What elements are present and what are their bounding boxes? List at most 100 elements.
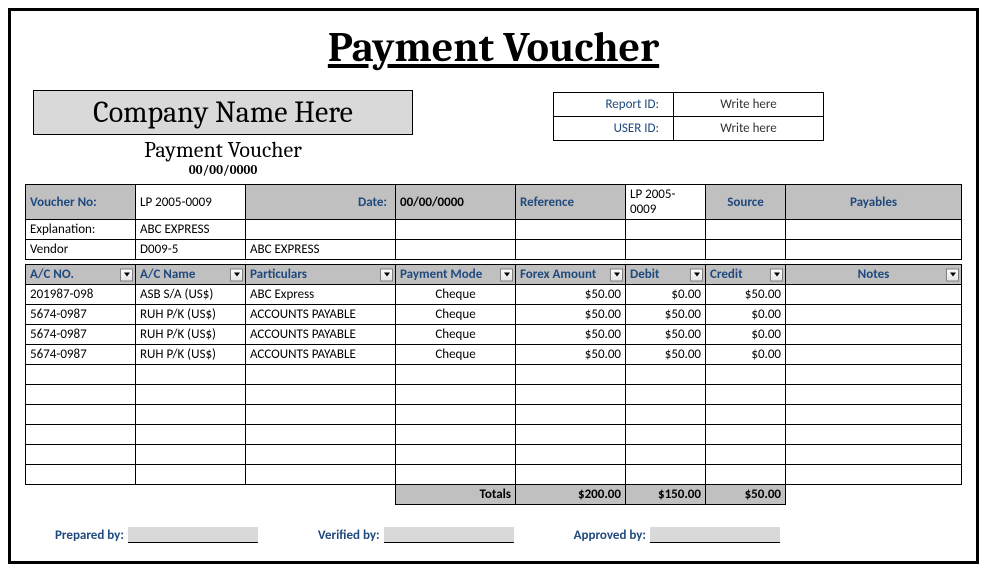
cell-blank[interactable] xyxy=(516,220,626,240)
val-vendor-code[interactable]: D009-5 xyxy=(136,240,246,260)
cell-blank[interactable] xyxy=(396,240,516,260)
cell-blank[interactable] xyxy=(786,240,962,260)
cell-ac-name[interactable]: RUH P/K (US$) xyxy=(136,345,246,365)
cell-forex[interactable]: $50.00 xyxy=(516,325,626,345)
sig-verified-box[interactable] xyxy=(384,527,514,543)
cell-payment-mode[interactable]: Cheque xyxy=(396,345,516,365)
cell-particulars[interactable]: ACCOUNTS PAYABLE xyxy=(246,325,396,345)
col-forex[interactable]: Forex Amount xyxy=(516,265,626,285)
cell-blank[interactable] xyxy=(246,465,396,485)
val-vendor-name[interactable]: ABC EXPRESS xyxy=(246,240,396,260)
cell-notes[interactable] xyxy=(786,305,962,325)
cell-blank[interactable] xyxy=(26,405,136,425)
cell-blank[interactable] xyxy=(246,405,396,425)
cell-debit[interactable]: $0.00 xyxy=(626,285,706,305)
cell-payment-mode[interactable]: Cheque xyxy=(396,305,516,325)
cell-blank[interactable] xyxy=(786,365,962,385)
company-name-box[interactable]: Company Name Here xyxy=(33,90,413,135)
cell-blank[interactable] xyxy=(396,220,516,240)
cell-blank[interactable] xyxy=(396,425,516,445)
cell-blank[interactable] xyxy=(136,445,246,465)
cell-blank[interactable] xyxy=(516,465,626,485)
sig-approved-box[interactable] xyxy=(650,527,780,543)
cell-blank[interactable] xyxy=(786,445,962,465)
cell-blank[interactable] xyxy=(396,445,516,465)
cell-blank[interactable] xyxy=(516,445,626,465)
cell-ac-name[interactable]: ASB S/A (US$) xyxy=(136,285,246,305)
cell-blank[interactable] xyxy=(136,405,246,425)
filter-dropdown-icon[interactable] xyxy=(120,268,133,281)
cell-blank[interactable] xyxy=(396,385,516,405)
val-reference[interactable]: LP 2005-0009 xyxy=(626,185,706,220)
cell-blank[interactable] xyxy=(516,425,626,445)
col-ac-name[interactable]: A/C Name xyxy=(136,265,246,285)
cell-payment-mode[interactable]: Cheque xyxy=(396,285,516,305)
cell-forex[interactable]: $50.00 xyxy=(516,285,626,305)
cell-forex[interactable]: $50.00 xyxy=(516,345,626,365)
cell-particulars[interactable]: ACCOUNTS PAYABLE xyxy=(246,345,396,365)
cell-blank[interactable] xyxy=(516,240,626,260)
cell-blank[interactable] xyxy=(516,385,626,405)
filter-dropdown-icon[interactable] xyxy=(380,268,393,281)
sig-prepared-box[interactable] xyxy=(128,527,258,543)
val-date[interactable]: 00/00/0000 xyxy=(396,185,516,220)
cell-blank[interactable] xyxy=(396,365,516,385)
cell-particulars[interactable]: ABC Express xyxy=(246,285,396,305)
col-particulars[interactable]: Particulars xyxy=(246,265,396,285)
cell-ac-no[interactable]: 5674-0987 xyxy=(26,305,136,325)
cell-blank[interactable] xyxy=(26,465,136,485)
cell-blank[interactable] xyxy=(626,220,706,240)
cell-blank[interactable] xyxy=(516,405,626,425)
filter-dropdown-icon[interactable] xyxy=(230,268,243,281)
filter-dropdown-icon[interactable] xyxy=(610,268,623,281)
col-credit[interactable]: Credit xyxy=(706,265,786,285)
cell-blank[interactable] xyxy=(396,405,516,425)
cell-debit[interactable]: $50.00 xyxy=(626,305,706,325)
val-voucher-no[interactable]: LP 2005-0009 xyxy=(136,185,246,220)
cell-blank[interactable] xyxy=(26,425,136,445)
cell-blank[interactable] xyxy=(786,385,962,405)
cell-blank[interactable] xyxy=(246,385,396,405)
cell-ac-no[interactable]: 201987-098 xyxy=(26,285,136,305)
cell-debit[interactable]: $50.00 xyxy=(626,325,706,345)
cell-ac-name[interactable]: RUH P/K (US$) xyxy=(136,305,246,325)
cell-blank[interactable] xyxy=(246,365,396,385)
cell-blank[interactable] xyxy=(706,240,786,260)
filter-dropdown-icon[interactable] xyxy=(690,268,703,281)
report-id-value[interactable]: Write here xyxy=(674,93,824,117)
cell-blank[interactable] xyxy=(246,425,396,445)
col-debit[interactable]: Debit xyxy=(626,265,706,285)
cell-blank[interactable] xyxy=(246,445,396,465)
cell-blank[interactable] xyxy=(626,365,706,385)
cell-blank[interactable] xyxy=(136,465,246,485)
cell-blank[interactable] xyxy=(706,365,786,385)
cell-blank[interactable] xyxy=(626,385,706,405)
cell-notes[interactable] xyxy=(786,325,962,345)
cell-blank[interactable] xyxy=(626,240,706,260)
cell-blank[interactable] xyxy=(136,365,246,385)
filter-dropdown-icon[interactable] xyxy=(946,268,959,281)
cell-blank[interactable] xyxy=(706,385,786,405)
cell-blank[interactable] xyxy=(706,425,786,445)
cell-blank[interactable] xyxy=(626,445,706,465)
col-notes[interactable]: Notes xyxy=(786,265,962,285)
cell-blank[interactable] xyxy=(706,465,786,485)
cell-credit[interactable]: $0.00 xyxy=(706,345,786,365)
val-explanation[interactable]: ABC EXPRESS xyxy=(136,220,246,240)
user-id-value[interactable]: Write here xyxy=(674,117,824,141)
cell-ac-no[interactable]: 5674-0987 xyxy=(26,325,136,345)
cell-blank[interactable] xyxy=(786,405,962,425)
cell-blank[interactable] xyxy=(706,445,786,465)
cell-forex[interactable]: $50.00 xyxy=(516,305,626,325)
cell-blank[interactable] xyxy=(136,425,246,445)
cell-credit[interactable]: $50.00 xyxy=(706,285,786,305)
cell-ac-name[interactable]: RUH P/K (US$) xyxy=(136,325,246,345)
cell-blank[interactable] xyxy=(786,220,962,240)
cell-blank[interactable] xyxy=(26,445,136,465)
cell-blank[interactable] xyxy=(396,465,516,485)
cell-notes[interactable] xyxy=(786,285,962,305)
cell-debit[interactable]: $50.00 xyxy=(626,345,706,365)
cell-notes[interactable] xyxy=(786,345,962,365)
col-ac-no[interactable]: A/C NO. xyxy=(26,265,136,285)
filter-dropdown-icon[interactable] xyxy=(500,268,513,281)
